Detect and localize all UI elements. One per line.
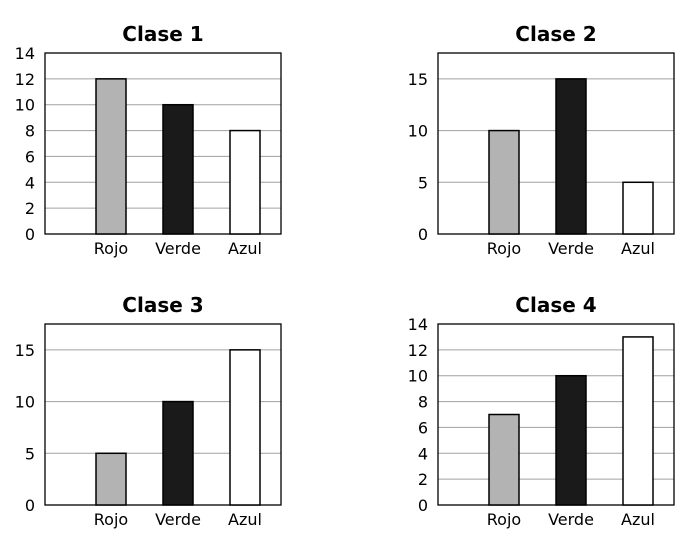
y-tick-label: 5 xyxy=(418,173,428,192)
bar-verde xyxy=(555,78,587,235)
chart-title: Clase 1 xyxy=(122,22,203,46)
y-tick-label: 12 xyxy=(15,70,35,89)
chart-panel-2: Clase 2 0 5 10 15 Rojo Verde Azul xyxy=(408,22,675,258)
bar-verde xyxy=(162,400,194,506)
y-tick-label: 2 xyxy=(25,199,35,218)
bar-verde xyxy=(162,103,194,235)
y-tick-label: 4 xyxy=(418,444,428,463)
bar-azul xyxy=(229,349,261,506)
bar-rojo xyxy=(488,413,520,506)
y-tick-label: 12 xyxy=(408,341,428,360)
chart-panel-1: Clase 1 0 2 4 6 8 10 12 14 Rojo Verde Azul xyxy=(15,22,282,258)
x-category-label: Azul xyxy=(228,239,262,258)
y-tick-label: 0 xyxy=(418,225,428,244)
y-tick-label: 5 xyxy=(25,444,35,463)
y-tick-label: 6 xyxy=(418,418,428,437)
y-tick-label: 10 xyxy=(15,393,35,412)
bar-verde xyxy=(555,374,587,506)
y-tick-label: 0 xyxy=(25,496,35,515)
chart-title: Clase 2 xyxy=(515,22,596,46)
y-tick-label: 10 xyxy=(408,122,428,141)
bar-azul xyxy=(622,336,654,506)
chart-title: Clase 4 xyxy=(515,293,596,317)
y-tick-label: 14 xyxy=(15,44,35,63)
x-category-label: Azul xyxy=(228,510,262,529)
y-tick-label: 6 xyxy=(25,147,35,166)
y-tick-label: 2 xyxy=(418,470,428,489)
y-tick-label: 10 xyxy=(15,96,35,115)
x-category-label: Rojo xyxy=(487,239,521,258)
bar-rojo xyxy=(95,452,127,506)
y-tick-label: 14 xyxy=(408,315,428,334)
y-tick-label: 10 xyxy=(408,367,428,386)
chart-panel-3: Clase 3 0 5 10 15 Rojo Verde Azul xyxy=(15,293,282,529)
chart-title: Clase 3 xyxy=(122,293,203,317)
x-category-label: Rojo xyxy=(487,510,521,529)
bar-rojo xyxy=(95,78,127,235)
y-tick-label: 15 xyxy=(15,341,35,360)
x-category-label: Azul xyxy=(621,510,655,529)
x-category-label: Rojo xyxy=(94,510,128,529)
chart-panel-4: Clase 4 0 2 4 6 8 10 12 14 Rojo Verde Azul xyxy=(408,293,675,529)
x-category-label: Rojo xyxy=(94,239,128,258)
bar-rojo xyxy=(488,129,520,235)
x-category-label: Verde xyxy=(155,510,201,529)
y-tick-label: 8 xyxy=(418,393,428,412)
y-tick-label: 15 xyxy=(408,70,428,89)
y-tick-label: 0 xyxy=(418,496,428,515)
x-category-label: Verde xyxy=(548,239,594,258)
x-category-label: Azul xyxy=(621,239,655,258)
bar-azul xyxy=(229,129,261,235)
y-tick-label: 4 xyxy=(25,173,35,192)
bar-azul xyxy=(622,181,654,235)
y-tick-label: 8 xyxy=(25,122,35,141)
x-category-label: Verde xyxy=(155,239,201,258)
x-category-label: Verde xyxy=(548,510,594,529)
y-tick-label: 0 xyxy=(25,225,35,244)
